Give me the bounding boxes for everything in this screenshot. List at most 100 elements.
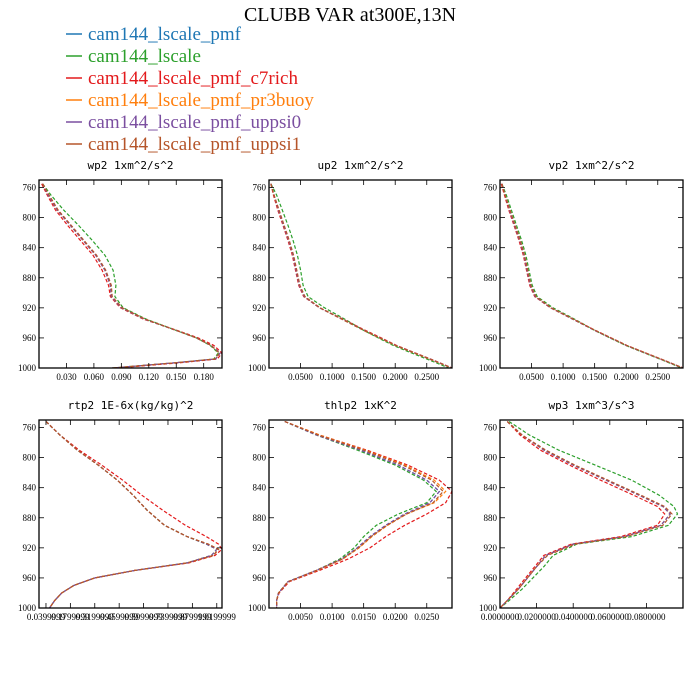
series-line-cam144_lscale_pmf_uppsi0 [45, 421, 218, 608]
y-tick-label: 1000 [248, 363, 267, 373]
series-line-cam144_lscale_pmf_c7rich [45, 421, 222, 608]
panel-title: wp3 1xm^3/s^3 [548, 399, 634, 412]
series-line-cam144_lscale_pmf_uppsi0 [500, 421, 672, 608]
legend-label: cam144_lscale_pmf_uppsi0 [88, 112, 301, 133]
x-tick-label: 0.2000 [383, 372, 408, 382]
legend-label: cam144_lscale_pmf_pr3buoy [88, 90, 314, 111]
series-line-cam144_lscale_pmf_uppsi1 [500, 421, 673, 608]
y-tick-label: 760 [253, 423, 267, 433]
y-tick-label: 800 [23, 213, 37, 223]
legend: cam144_lscale_pmfcam144_lscalecam144_lsc… [66, 24, 314, 155]
plot-frame [499, 179, 684, 369]
x-tick-label: 0.0150 [351, 612, 376, 622]
series-group [41, 183, 222, 368]
y-tick-label: 880 [23, 513, 37, 523]
series-line-cam144_lscale_pmf_uppsi0 [276, 420, 441, 608]
panel-4: thlp2 1xK^2 760 800 840 880 920 960 1000 0.0050 0… [248, 399, 453, 622]
panel-1: up2 1xm^2/s^2 760 800 840 880 920 960 1000 0.050… [248, 159, 453, 382]
plot-frame [38, 419, 223, 609]
series-line-cam144_lscale [276, 420, 438, 608]
figure-title: CLUBB VAR at300E,13N [244, 4, 456, 26]
y-tick-label: 920 [484, 303, 498, 313]
plot-frame [268, 179, 453, 369]
x-tick-label: 0.4599999 [100, 612, 139, 622]
x-tick-label: 0.0100 [320, 612, 345, 622]
y-tick-label: 960 [253, 333, 267, 343]
x-tick-label: 0.1500 [351, 372, 376, 382]
panel-title: up2 1xm^2/s^2 [317, 159, 403, 172]
x-tick-label: 0.7399999 [149, 612, 188, 622]
y-tick-label: 880 [23, 273, 37, 283]
series-line-cam144_lscale_pmf_uppsi1 [501, 183, 683, 368]
x-tick-label: 0.0000000 [481, 612, 520, 622]
x-tick-label: 0.1000 [551, 372, 576, 382]
panel-2: vp2 1xm^2/s^2 760 800 840 880 920 960 1000 0.050… [479, 159, 684, 382]
series-line-cam144_lscale_pmf_uppsi0 [42, 183, 222, 368]
panel-title: vp2 1xm^2/s^2 [548, 159, 634, 172]
x-tick-label: 0.2500 [645, 372, 670, 382]
series-line-cam144_lscale_pmf_uppsi1 [276, 420, 445, 608]
x-tick-label: 0.2500 [414, 372, 439, 382]
x-tick-label: 0.0200 [383, 612, 408, 622]
series-line-cam144_lscale_pmf [45, 421, 220, 608]
y-tick-label: 840 [484, 243, 498, 253]
y-tick-label: 880 [484, 513, 498, 523]
y-tick-label: 920 [253, 303, 267, 313]
series-line-cam144_lscale_pmf_c7rich [41, 183, 222, 368]
y-tick-label: 840 [253, 483, 267, 493]
x-tick-label: 0.3199999 [76, 612, 115, 622]
x-tick-label: 0.0399999 [27, 612, 66, 622]
y-tick-label: 800 [484, 213, 498, 223]
legend-label: cam144_lscale_pmf [88, 24, 242, 45]
y-tick-label: 960 [23, 573, 37, 583]
y-tick-label: 760 [484, 423, 498, 433]
legend-label: cam144_lscale [88, 46, 201, 67]
series-line-cam144_lscale [45, 421, 218, 608]
series-line-cam144_lscale_pmf_uppsi1 [270, 183, 452, 368]
series-group [276, 420, 452, 608]
y-tick-label: 760 [23, 183, 37, 193]
series-group [270, 183, 452, 368]
x-tick-label: 0.090 [111, 372, 132, 382]
y-tick-label: 880 [253, 273, 267, 283]
x-tick-label: 0.0600000 [591, 612, 630, 622]
series-line-cam144_lscale_pmf [42, 183, 222, 368]
y-tick-label: 800 [253, 213, 267, 223]
x-tick-label: 0.0200000 [517, 612, 556, 622]
y-tick-label: 760 [253, 183, 267, 193]
y-tick-label: 880 [253, 513, 267, 523]
x-tick-label: 0.060 [84, 372, 105, 382]
series-line-cam144_lscale_pmf_pr3buoy [276, 420, 447, 608]
y-tick-label: 1000 [479, 603, 498, 613]
legend-label: cam144_lscale_pmf_uppsi1 [88, 134, 301, 155]
series-line-cam144_lscale_pmf_pr3buoy [45, 421, 220, 608]
y-tick-label: 1000 [18, 363, 37, 373]
y-tick-label: 760 [23, 423, 37, 433]
y-tick-label: 1000 [479, 363, 498, 373]
y-tick-label: 800 [253, 453, 267, 463]
panel-3: rtp2 1E-6x(kg/kg)^2 760 800 840 880 920 960 100… [18, 399, 236, 622]
x-tick-label: 0.2000 [614, 372, 639, 382]
x-tick-label: 0.0500 [519, 372, 544, 382]
y-tick-label: 840 [23, 483, 37, 493]
y-tick-label: 800 [484, 453, 498, 463]
x-tick-label: 0.0050 [288, 612, 313, 622]
series-line-cam144_lscale [500, 421, 679, 608]
y-tick-label: 880 [484, 273, 498, 283]
y-tick-label: 1000 [248, 603, 267, 613]
series-line-cam144_lscale [270, 183, 450, 368]
panel-0: wp2 1xm^2/s^2 760 800 840 880 920 960 1000 0.030… [18, 159, 223, 382]
x-tick-label: 0.0400000 [554, 612, 593, 622]
y-tick-label: 760 [484, 183, 498, 193]
x-tick-label: 0.0250 [414, 612, 439, 622]
y-tick-label: 800 [23, 453, 37, 463]
x-tick-label: 0.1500 [582, 372, 607, 382]
y-tick-label: 840 [253, 243, 267, 253]
legend-label: cam144_lscale_pmf_c7rich [88, 68, 298, 89]
x-tick-label: 0.150 [166, 372, 187, 382]
x-tick-label: 0.180 [194, 372, 215, 382]
series-line-cam144_lscale [42, 183, 220, 368]
y-tick-label: 960 [484, 573, 498, 583]
x-tick-label: 0.5999999 [124, 612, 163, 622]
